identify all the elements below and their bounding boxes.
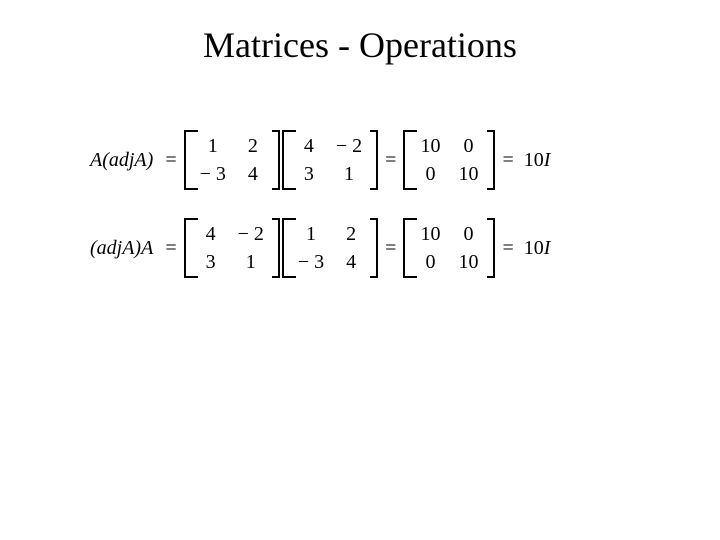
matrix-cell: 10 — [411, 220, 449, 248]
matrix-cell: 10 — [449, 160, 487, 188]
equals-sign: = — [502, 237, 513, 260]
result-scalar: 10 — [524, 237, 544, 259]
equals-sign: = — [385, 237, 396, 260]
matrix-cell: 4 — [234, 160, 272, 188]
equation-row: (adjA)A = 4 − 2 3 1 1 2 − 3 — [90, 218, 650, 278]
equals-sign: = — [165, 237, 176, 260]
matrix: 1 2 − 3 4 — [282, 218, 378, 278]
equals-sign: = — [502, 149, 513, 172]
matrix: 1 2 − 3 4 — [184, 130, 280, 190]
equation-lhs: A(adjA) — [90, 149, 153, 172]
equation-row: A(adjA) = 1 2 − 3 4 4 − 2 3 — [90, 130, 650, 190]
matrix-cell: 3 — [290, 160, 328, 188]
equation-result: 10I — [524, 149, 551, 172]
matrix-cell: − 2 — [328, 132, 370, 160]
slide-body: A(adjA) = 1 2 − 3 4 4 − 2 3 — [90, 130, 650, 306]
matrix-cell: 1 — [192, 132, 234, 160]
matrix-cell: 1 — [230, 248, 272, 276]
result-symbol: I — [544, 237, 551, 259]
equation-lhs: (adjA)A — [90, 237, 153, 260]
matrix-cell: 0 — [411, 248, 449, 276]
matrix: 10 0 0 10 — [403, 130, 495, 190]
equals-sign: = — [165, 149, 176, 172]
matrix-cell: 0 — [449, 132, 487, 160]
matrix-cell: 2 — [332, 220, 370, 248]
slide: Matrices - Operations A(adjA) = 1 2 − 3 … — [0, 0, 720, 540]
matrix-cell: 3 — [192, 248, 230, 276]
matrix-cell: 10 — [411, 132, 449, 160]
matrix-cell: 1 — [290, 220, 332, 248]
result-symbol: I — [544, 149, 551, 171]
matrix-cell: 4 — [290, 132, 328, 160]
matrix-cell: − 3 — [290, 248, 332, 276]
matrix-cell: 1 — [328, 160, 370, 188]
matrix: 4 − 2 3 1 — [282, 130, 378, 190]
equals-sign: = — [385, 149, 396, 172]
matrix-cell: 4 — [332, 248, 370, 276]
matrix-cell: − 3 — [192, 160, 234, 188]
matrix: 10 0 0 10 — [403, 218, 495, 278]
equation-result: 10I — [524, 237, 551, 260]
matrix-cell: 4 — [192, 220, 230, 248]
matrix-cell: 10 — [449, 248, 487, 276]
result-scalar: 10 — [524, 149, 544, 171]
matrix-cell: − 2 — [230, 220, 272, 248]
matrix-cell: 0 — [411, 160, 449, 188]
slide-title: Matrices - Operations — [0, 24, 720, 66]
matrix-cell: 0 — [449, 220, 487, 248]
matrix: 4 − 2 3 1 — [184, 218, 280, 278]
matrix-cell: 2 — [234, 132, 272, 160]
